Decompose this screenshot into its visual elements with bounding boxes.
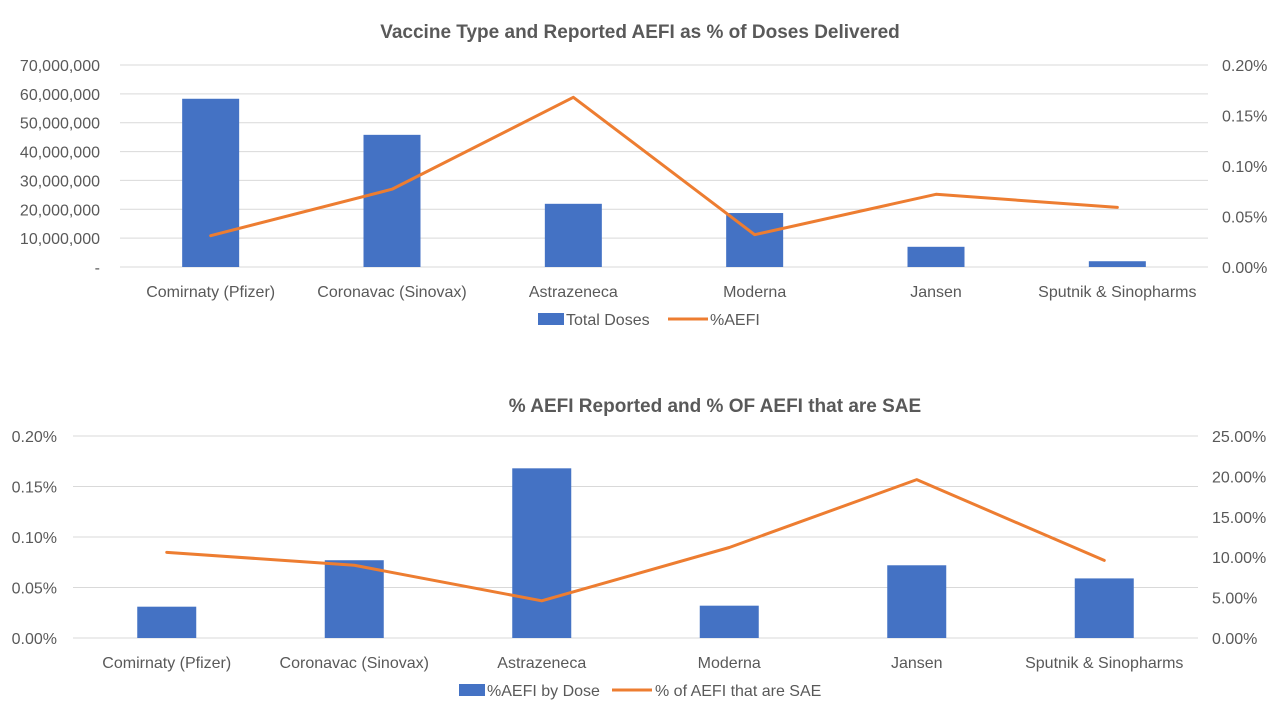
chart-1-left-axis: - 10,000,000 20,000,000 30,000,000 40,000,00… (20, 58, 100, 277)
chart-2-right-axis: 0.00% 5.00% 10.00% 15.00% 20.00% 25.00% (1212, 429, 1266, 648)
y-tick-label-left: 30,000,000 (20, 173, 100, 190)
y-tick-label-right: 25.00% (1212, 429, 1266, 446)
bar (544, 203, 602, 267)
y-tick-label-left: 0.00% (12, 631, 57, 648)
bar (907, 246, 965, 267)
chart-1-legend: Total Doses %AEFI (538, 312, 760, 329)
y-tick-label-right: 0.05% (1222, 210, 1267, 227)
bar (1088, 261, 1146, 267)
x-tick-label: Moderna (723, 284, 786, 301)
chart-2-title: % AEFI Reported and % OF AEFI that are S… (509, 396, 921, 417)
chart-2-legend: %AEFI by Dose % of AEFI that are SAE (459, 683, 821, 700)
x-tick-label: Jansen (910, 284, 962, 301)
x-tick-label: Sputnik & Sinopharms (1038, 284, 1196, 301)
legend-bar-swatch (459, 684, 485, 696)
chart-2-line (165, 478, 1106, 603)
bar (699, 605, 759, 638)
y-tick-label-right: 5.00% (1212, 591, 1257, 608)
chart-2-x-axis: Comirnaty (Pfizer) Coronavac (Sinovax) Ast… (102, 655, 1183, 672)
x-tick-label: Moderna (698, 655, 761, 672)
y-tick-label-left: 10,000,000 (20, 231, 100, 248)
y-tick-label-left: 60,000,000 (20, 87, 100, 104)
bar (1074, 578, 1134, 638)
bar (887, 565, 947, 638)
bar (182, 98, 240, 268)
chart-2-svg: % AEFI Reported and % OF AEFI that are S… (12, 396, 1267, 700)
y-tick-label-right: 0.15% (1222, 109, 1267, 126)
x-tick-label: Coronavac (Sinovax) (317, 284, 466, 301)
x-tick-label: Astrazeneca (497, 655, 586, 672)
bar (324, 560, 384, 638)
chart-1-bars (182, 98, 1146, 268)
y-tick-label-left: 40,000,000 (20, 145, 100, 162)
y-tick-label-right: 0.10% (1222, 159, 1267, 176)
legend-bar-swatch (538, 313, 564, 325)
y-tick-label-left: 0.10% (12, 530, 57, 547)
y-tick-label-left: - (95, 260, 100, 277)
legend-line-label: % of AEFI that are SAE (655, 683, 821, 700)
chart-2-bars (137, 468, 1134, 638)
y-tick-label-right: 0.00% (1222, 260, 1267, 277)
x-tick-label: Comirnaty (Pfizer) (102, 655, 231, 672)
bar (512, 468, 572, 638)
chart-1-svg: Vaccine Type and Reported AEFI as % of D… (20, 22, 1267, 329)
y-tick-label-right: 10.00% (1212, 550, 1266, 567)
y-tick-label-left: 70,000,000 (20, 58, 100, 75)
x-tick-label: Sputnik & Sinopharms (1025, 655, 1183, 672)
y-tick-label-right: 15.00% (1212, 510, 1266, 527)
y-tick-label-right: 20.00% (1212, 469, 1266, 486)
x-tick-label: Coronavac (Sinovax) (280, 655, 429, 672)
legend-bar-label: Total Doses (566, 312, 650, 329)
y-tick-label-left: 0.20% (12, 429, 57, 446)
y-tick-label-right: 0.00% (1212, 631, 1257, 648)
chart-1-x-axis: Comirnaty (Pfizer) Coronavac (Sinovax) Ast… (146, 284, 1196, 301)
chart-2-grid (73, 435, 1198, 639)
chart-2-left-axis: 0.00% 0.05% 0.10% 0.15% 0.20% (12, 429, 57, 648)
series-line (165, 478, 1106, 603)
series-line (209, 95, 1119, 238)
chart-aefi-sae: % AEFI Reported and % OF AEFI that are S… (0, 360, 1280, 720)
x-tick-label: Jansen (891, 655, 943, 672)
bar (363, 134, 421, 267)
x-tick-label: Astrazeneca (529, 284, 618, 301)
y-tick-label-right: 0.20% (1222, 58, 1267, 75)
chart-1-title: Vaccine Type and Reported AEFI as % of D… (380, 22, 900, 43)
bar (137, 606, 197, 638)
y-tick-label-left: 50,000,000 (20, 116, 100, 133)
y-tick-label-left: 0.05% (12, 581, 57, 598)
x-tick-label: Comirnaty (Pfizer) (146, 284, 275, 301)
chart-vaccine-doses-aefi: Vaccine Type and Reported AEFI as % of D… (20, 22, 1267, 329)
y-tick-label-left: 20,000,000 (20, 202, 100, 219)
chart-1-right-axis: 0.00% 0.05% 0.10% 0.15% 0.20% (1222, 58, 1267, 277)
y-tick-label-left: 0.15% (12, 480, 57, 497)
chart-1-grid (120, 64, 1208, 268)
legend-bar-label: %AEFI by Dose (487, 683, 600, 700)
legend-line-label: %AEFI (710, 312, 760, 329)
chart-1-line (209, 95, 1119, 238)
